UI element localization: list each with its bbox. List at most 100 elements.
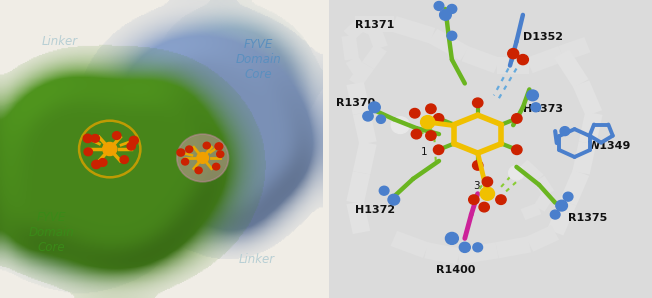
Circle shape (445, 232, 458, 244)
Circle shape (129, 136, 138, 145)
Polygon shape (533, 191, 554, 212)
Circle shape (203, 142, 211, 149)
Circle shape (426, 131, 436, 140)
Polygon shape (424, 242, 460, 264)
Circle shape (186, 146, 193, 153)
Polygon shape (353, 112, 377, 145)
Polygon shape (520, 203, 541, 220)
Circle shape (508, 49, 519, 59)
Text: 3: 3 (473, 181, 479, 191)
Polygon shape (355, 15, 394, 32)
Circle shape (469, 195, 479, 204)
Circle shape (102, 142, 117, 156)
Polygon shape (547, 200, 576, 235)
Circle shape (447, 4, 457, 13)
Text: FYVE
Domain
Core: FYVE Domain Core (235, 38, 281, 81)
Circle shape (91, 134, 99, 142)
Circle shape (379, 186, 389, 195)
Circle shape (512, 114, 522, 123)
Circle shape (459, 242, 470, 252)
Circle shape (98, 159, 107, 166)
Text: FYVE
Domain
Core: FYVE Domain Core (29, 211, 74, 254)
Circle shape (447, 31, 457, 40)
Circle shape (473, 161, 483, 170)
Circle shape (368, 102, 380, 113)
Polygon shape (559, 37, 591, 61)
Circle shape (120, 156, 128, 164)
Text: R1400: R1400 (436, 265, 475, 275)
Circle shape (197, 153, 209, 163)
Text: H1372: H1372 (355, 205, 395, 215)
Circle shape (411, 129, 422, 139)
Circle shape (391, 117, 409, 134)
Circle shape (181, 159, 188, 165)
Text: D1352: D1352 (523, 32, 563, 42)
Circle shape (509, 166, 524, 180)
Polygon shape (346, 201, 370, 234)
Circle shape (409, 108, 420, 118)
Circle shape (376, 115, 385, 123)
Polygon shape (560, 170, 589, 206)
Polygon shape (346, 56, 368, 78)
Circle shape (213, 163, 220, 170)
Polygon shape (579, 112, 602, 145)
Circle shape (434, 145, 444, 154)
Polygon shape (496, 236, 531, 258)
Polygon shape (462, 46, 500, 73)
Text: R1371: R1371 (355, 20, 394, 30)
Text: R1375: R1375 (568, 212, 607, 223)
Polygon shape (359, 18, 378, 36)
Circle shape (177, 134, 228, 182)
Circle shape (479, 202, 490, 212)
Polygon shape (457, 242, 499, 264)
Circle shape (560, 127, 570, 136)
Circle shape (563, 192, 573, 201)
Circle shape (434, 1, 444, 10)
Polygon shape (342, 35, 359, 60)
Polygon shape (572, 142, 596, 174)
Text: W1349: W1349 (587, 141, 631, 151)
Circle shape (388, 194, 400, 205)
Polygon shape (346, 171, 370, 204)
Polygon shape (346, 82, 370, 115)
Circle shape (527, 90, 539, 101)
Circle shape (512, 145, 522, 154)
Polygon shape (368, 28, 388, 50)
Circle shape (177, 149, 185, 156)
Polygon shape (526, 46, 565, 73)
Circle shape (92, 160, 101, 169)
Polygon shape (554, 49, 589, 88)
Circle shape (127, 142, 136, 150)
Circle shape (215, 143, 223, 150)
Circle shape (473, 243, 482, 252)
Polygon shape (526, 225, 559, 252)
Text: Linker: Linker (239, 253, 275, 266)
Circle shape (481, 187, 494, 200)
Polygon shape (391, 231, 430, 258)
Circle shape (496, 195, 506, 204)
Text: R1370: R1370 (336, 98, 375, 108)
Circle shape (216, 151, 224, 157)
Circle shape (84, 148, 93, 156)
Polygon shape (428, 29, 469, 61)
Circle shape (473, 98, 483, 108)
Polygon shape (391, 16, 436, 44)
Circle shape (518, 55, 528, 65)
Polygon shape (518, 160, 544, 183)
Text: Linker: Linker (42, 35, 78, 48)
Polygon shape (353, 142, 377, 174)
Circle shape (550, 210, 560, 219)
Circle shape (83, 134, 93, 142)
Circle shape (195, 167, 202, 174)
Polygon shape (362, 44, 387, 69)
Circle shape (434, 114, 444, 123)
Polygon shape (344, 19, 366, 41)
Circle shape (113, 132, 121, 139)
Circle shape (421, 116, 435, 129)
Polygon shape (349, 62, 374, 87)
Polygon shape (497, 57, 529, 74)
Text: H1373: H1373 (523, 104, 563, 114)
Polygon shape (572, 80, 602, 116)
Circle shape (556, 200, 567, 211)
Circle shape (426, 104, 436, 114)
